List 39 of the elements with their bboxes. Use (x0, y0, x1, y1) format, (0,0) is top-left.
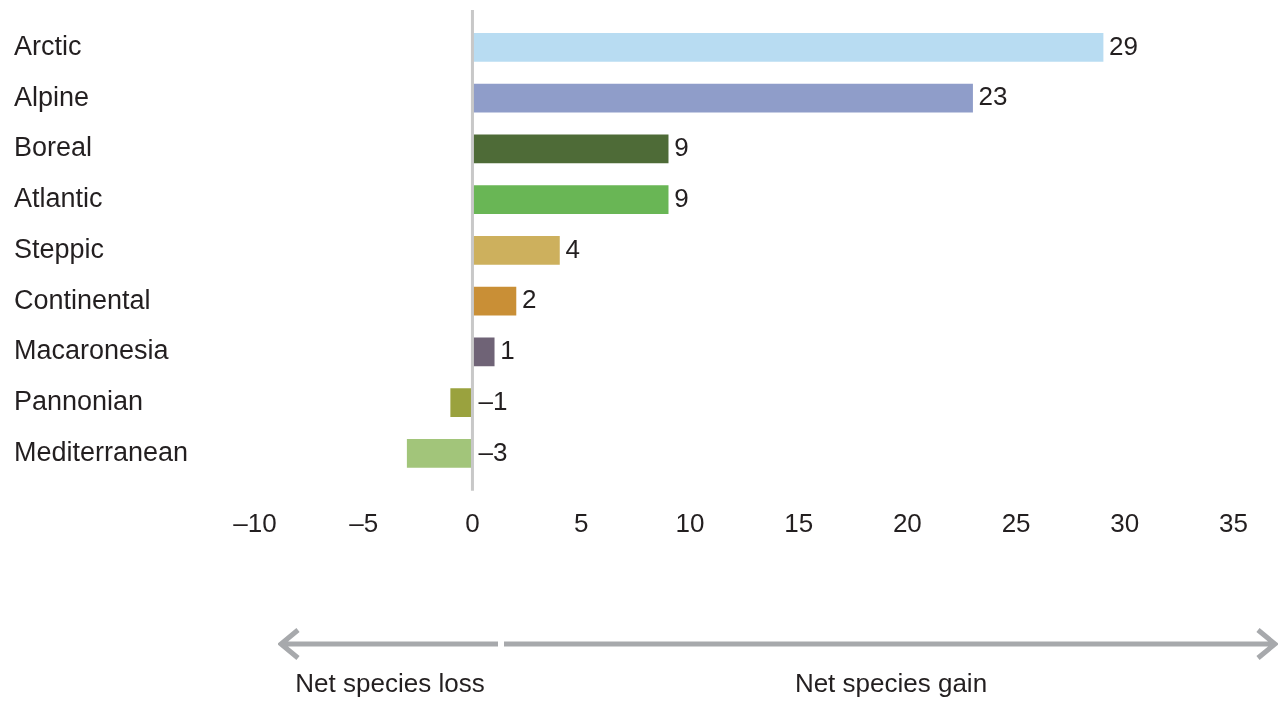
y-tick-label: Continental (14, 284, 151, 315)
bar (450, 388, 473, 417)
bar (406, 439, 473, 468)
bar (472, 185, 669, 214)
data-label: –3 (478, 436, 508, 467)
y-tick-label: Steppic (14, 233, 105, 264)
x-tick-label: 0 (465, 507, 480, 538)
y-tick-label: Boreal (14, 132, 93, 163)
bar (472, 337, 495, 367)
y-tick-label: Alpine (14, 81, 90, 112)
x-tick-label: 30 (1110, 507, 1140, 538)
y-tick-label: Atlantic (14, 183, 103, 214)
x-tick-label: –5 (349, 507, 379, 538)
y-tick-label: Arctic (14, 30, 82, 61)
data-label: 2 (521, 284, 537, 315)
bar (472, 134, 669, 164)
data-label: 1 (500, 335, 515, 366)
y-tick-label: Mediterranean (14, 436, 189, 467)
x-tick-label: 25 (1001, 507, 1031, 538)
x-tick-label: 20 (892, 507, 922, 538)
y-tick-label: Pannonian (14, 386, 144, 417)
x-tick-label: 5 (573, 507, 589, 538)
data-label: 23 (978, 81, 1008, 112)
bar (472, 236, 560, 265)
x-tick-label: 10 (675, 507, 705, 538)
y-tick-label: Macaronesia (14, 335, 170, 366)
data-label: 9 (674, 132, 689, 163)
bar (472, 33, 1104, 62)
data-label: –1 (478, 385, 508, 416)
data-label: 4 (565, 233, 580, 264)
data-label: 29 (1109, 30, 1138, 61)
x-tick-label: 15 (784, 507, 814, 538)
text: Net species gain (794, 668, 988, 699)
data-label: 9 (674, 182, 689, 213)
bar (472, 286, 517, 316)
bar (472, 83, 973, 113)
text: Net species loss (295, 668, 485, 699)
x-tick-label: –10 (233, 507, 277, 538)
x-tick-label: 35 (1219, 507, 1248, 538)
